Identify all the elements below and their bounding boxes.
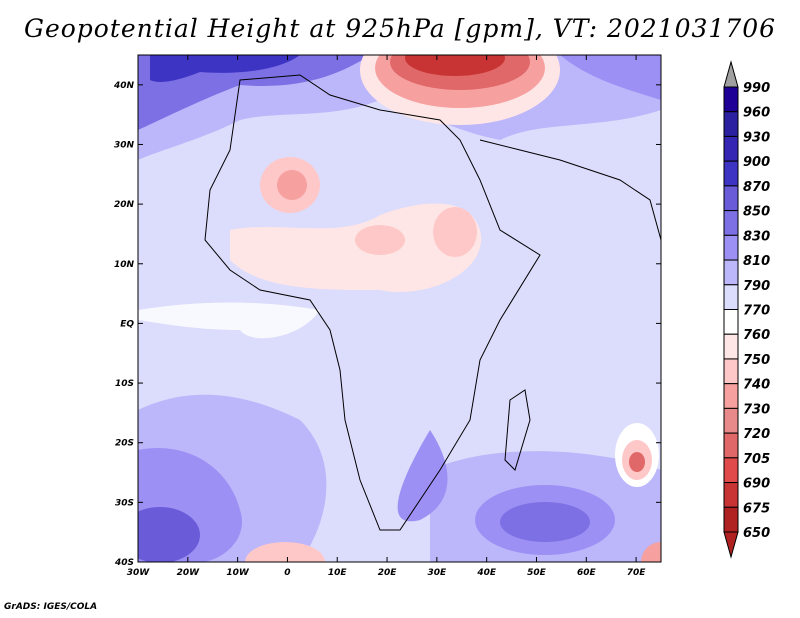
colorbar-label: 675 bbox=[743, 501, 770, 516]
lat-label: 30S bbox=[115, 498, 134, 508]
lon-label: 40E bbox=[476, 568, 497, 578]
lon-label: 10E bbox=[328, 568, 348, 578]
lat-label: 40S bbox=[114, 558, 134, 568]
contour-region bbox=[277, 170, 307, 200]
contour-region bbox=[150, 55, 300, 83]
contour-region bbox=[433, 207, 477, 257]
colorbar-label: 720 bbox=[743, 427, 770, 442]
colorbar-label: 730 bbox=[743, 402, 770, 417]
contour-region bbox=[500, 502, 590, 542]
lat-label: 40N bbox=[113, 81, 135, 91]
colorbar: 990 960 930 900 870 850 830 810 790 770 760 750 740 7… bbox=[723, 60, 770, 559]
contour-region bbox=[138, 302, 320, 339]
colorbar-swatch bbox=[723, 86, 739, 113]
africa-coastline bbox=[204, 74, 541, 531]
lat-label: 20N bbox=[114, 200, 135, 210]
plot-title: Geopotential Height at 925hPa [gpm], VT:… bbox=[23, 14, 777, 43]
colorbar-swatch bbox=[723, 333, 739, 360]
colorbar-label: 770 bbox=[743, 304, 770, 319]
colorbar-swatch bbox=[723, 358, 739, 385]
contour-region bbox=[138, 507, 200, 562]
grads-credit: GrADS: IGES/COLA bbox=[4, 602, 98, 612]
colorbar-swatch bbox=[723, 457, 739, 484]
colorbar-label: 870 bbox=[743, 180, 770, 195]
colorbar-label: 760 bbox=[743, 328, 770, 343]
lon-label: 70E bbox=[627, 568, 647, 578]
lat-label: 20S bbox=[115, 439, 134, 449]
colorbar-swatch bbox=[723, 432, 739, 459]
lon-label: 0 bbox=[284, 568, 290, 578]
contour-region bbox=[245, 542, 325, 562]
contour-region bbox=[355, 225, 405, 255]
map-frame bbox=[137, 54, 662, 563]
contour-region bbox=[138, 55, 370, 130]
colorbar-swatch bbox=[723, 284, 739, 310]
asia-coastline bbox=[479, 139, 661, 241]
colorbar-label: 650 bbox=[743, 526, 770, 541]
colorbar-swatch bbox=[723, 482, 739, 508]
lat-label: 10S bbox=[115, 379, 134, 389]
colorbar-under-arrow bbox=[723, 531, 739, 559]
colorbar-swatch bbox=[723, 135, 739, 162]
colorbar-swatch bbox=[723, 407, 739, 434]
colorbar-swatch bbox=[723, 309, 739, 335]
lon-label: 60E bbox=[577, 568, 597, 578]
colorbar-label: 900 bbox=[743, 155, 770, 170]
contour-region bbox=[629, 452, 645, 472]
lat-label: 30N bbox=[114, 140, 135, 150]
lon-label: 30W bbox=[127, 568, 151, 578]
contour-region bbox=[641, 542, 661, 562]
colorbar-label: 850 bbox=[743, 205, 770, 220]
colorbar-swatch bbox=[723, 383, 739, 409]
colorbar-swatch bbox=[723, 234, 739, 261]
colorbar-label: 930 bbox=[743, 130, 770, 145]
lat-label: 10N bbox=[114, 260, 135, 270]
lon-label: 10W bbox=[226, 568, 250, 578]
colorbar-label: 690 bbox=[743, 477, 770, 492]
contour-region bbox=[397, 430, 448, 522]
colorbar-swatch bbox=[723, 259, 739, 286]
colorbar-label: 790 bbox=[743, 279, 770, 294]
contour-field bbox=[138, 55, 661, 562]
contour-region bbox=[405, 55, 505, 76]
colorbar-label: 705 bbox=[743, 452, 770, 467]
colorbar-label: 960 bbox=[743, 106, 770, 121]
axes: 40S 30S 20S 10S EQ 10N 20N 30N 40N 30W 20W 10W 0 10E 2… bbox=[113, 55, 661, 578]
lon-label: 20E bbox=[378, 568, 398, 578]
contour-region bbox=[230, 203, 482, 292]
lat-label: EQ bbox=[120, 319, 134, 329]
lon-label: 50E bbox=[527, 568, 547, 578]
colorbar-swatch bbox=[723, 185, 739, 212]
contour-region bbox=[560, 55, 661, 100]
madagascar-coastline bbox=[504, 389, 531, 471]
colorbar-label: 810 bbox=[743, 254, 770, 269]
colorbar-label: 750 bbox=[743, 353, 770, 368]
colorbar-swatch bbox=[723, 506, 739, 533]
lon-label: 30E bbox=[428, 568, 448, 578]
colorbar-swatch bbox=[723, 111, 739, 137]
colorbar-over-arrow bbox=[723, 60, 739, 88]
colorbar-swatch bbox=[723, 160, 739, 187]
lon-label: 20W bbox=[177, 568, 201, 578]
colorbar-swatch bbox=[723, 210, 739, 236]
colorbar-label: 830 bbox=[743, 229, 770, 244]
colorbar-label: 990 bbox=[743, 81, 770, 96]
colorbar-label: 740 bbox=[743, 378, 770, 393]
